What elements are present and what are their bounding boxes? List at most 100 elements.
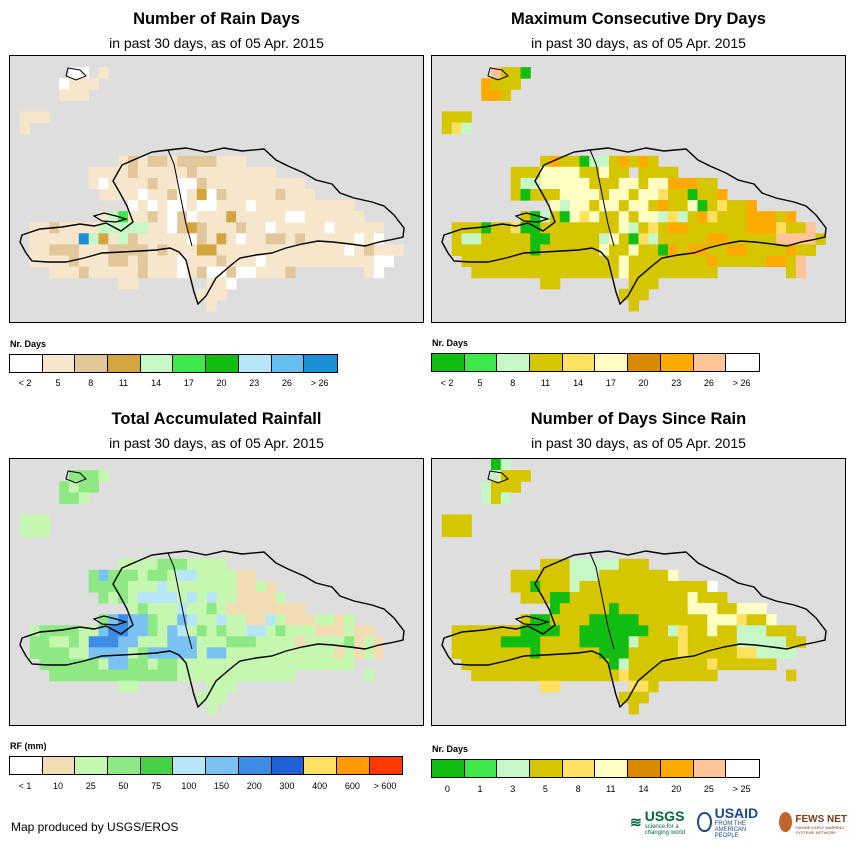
grid-cell: [108, 592, 119, 604]
grid-cell: [569, 189, 580, 201]
grid-cell: [668, 244, 679, 256]
grid-cell: [206, 625, 217, 637]
grid-cell: [118, 222, 129, 234]
grid-cell: [147, 155, 158, 168]
grid-cell: [364, 255, 375, 268]
grid-cell: [648, 580, 659, 593]
grid-cell: [108, 636, 119, 648]
grid-cell: [236, 222, 247, 234]
grid-cell: [628, 277, 639, 290]
grid-cell: [579, 603, 590, 615]
legend-label: 200: [246, 781, 262, 791]
grid-cell: [118, 177, 129, 190]
grid-cell: [285, 658, 296, 671]
grid-cell: [540, 669, 551, 682]
grid-cell: [236, 211, 247, 223]
grid-cell: [540, 658, 551, 671]
grid-cell: [295, 255, 306, 268]
grid-cell: [461, 514, 472, 526]
grid-cell: [118, 211, 129, 223]
grid-cell: [589, 669, 600, 682]
grid-cell: [707, 222, 718, 234]
grid-cell: [265, 222, 276, 234]
grid-cell: [305, 636, 316, 648]
legend-swatch: [432, 760, 465, 777]
grid-cell: [246, 669, 257, 682]
grid-cell: [569, 255, 580, 268]
grid-cell: [49, 658, 60, 671]
grid-cell: [550, 636, 561, 648]
grid-cell: [118, 580, 129, 593]
legend-swatch: [206, 757, 239, 774]
grid-cell: [226, 266, 237, 279]
grid-cell: [88, 470, 99, 482]
haiti-dr-border: [589, 149, 615, 247]
grid-cell: [196, 636, 208, 648]
grid-cell: [383, 244, 394, 256]
grid-cell: [49, 647, 60, 659]
grid-cell: [776, 647, 787, 659]
grid-cell: [756, 211, 767, 223]
grid-cell: [638, 569, 649, 582]
grid-cell: [246, 614, 257, 626]
legend-swatch: [108, 757, 141, 774]
grid-cell: [668, 592, 679, 604]
grid-cell: [510, 177, 521, 190]
grid-cell: [39, 244, 50, 256]
grid-cell: [177, 669, 188, 682]
grid-cell: [196, 288, 208, 301]
grid-cell: [746, 636, 757, 648]
grid-cell: [599, 177, 610, 190]
grid-cell: [559, 569, 571, 582]
grid-cell: [727, 233, 738, 245]
legend-label: 150: [214, 781, 230, 791]
grid-cell: [618, 200, 630, 212]
legend-label: 600: [344, 781, 360, 791]
grid-cell: [295, 636, 306, 648]
grid-cell: [628, 658, 639, 671]
grid-cell: [216, 244, 227, 256]
grid-cell: [246, 266, 257, 279]
grid-cell: [78, 255, 90, 268]
grid-cell: [569, 658, 580, 671]
grid-cell: [638, 211, 649, 223]
grid-cell: [677, 222, 689, 234]
grid-cell: [756, 222, 767, 234]
legend-label: 14: [151, 378, 162, 388]
grid-cell: [668, 625, 679, 637]
grid-cell: [510, 233, 521, 245]
grid-cell: [147, 166, 158, 179]
grid-cell: [216, 166, 227, 179]
grid-cell: [717, 647, 728, 659]
grid-cell: [687, 222, 698, 234]
grid-cell: [128, 669, 139, 682]
grid-cell: [638, 592, 649, 604]
legend-swatch: [726, 760, 759, 777]
grid-cell: [226, 255, 237, 268]
panel-title: Number of Rain Days: [133, 10, 300, 28]
legend-swatch: [562, 354, 596, 371]
grid-cell: [540, 614, 551, 626]
usgs-logo: ≋ USGS science for a changing world: [630, 808, 689, 836]
grid-cell: [285, 669, 296, 682]
grid-cell: [196, 558, 208, 571]
legend-label: 23: [671, 378, 682, 388]
grid-cell: [520, 244, 531, 256]
grid-cell: [177, 255, 188, 268]
grid-cell: [59, 492, 70, 504]
grid-cell: [776, 233, 787, 245]
grid-cell: [707, 233, 718, 245]
grid-cell: [500, 492, 512, 504]
grid-cell: [29, 222, 40, 234]
grid-cell: [550, 155, 561, 168]
grid-cell: [481, 255, 492, 268]
grid-cell: [579, 266, 590, 279]
grid-cell: [88, 266, 99, 279]
grid-cell: [609, 244, 620, 256]
gonave-island-outline: [92, 212, 129, 223]
grid-cell: [177, 189, 188, 201]
grid-cell: [295, 614, 306, 626]
grid-cell: [481, 481, 492, 493]
grid-cell: [500, 255, 512, 268]
grid-cell: [746, 255, 757, 268]
